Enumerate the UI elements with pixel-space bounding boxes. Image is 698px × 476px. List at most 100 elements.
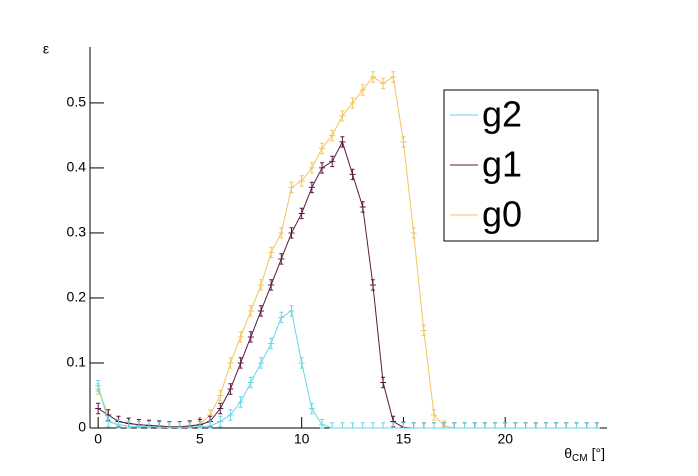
x-label-unit: [°] [592,445,605,461]
error-bar [125,420,132,429]
error-bar [288,181,295,194]
error-bar [410,422,417,429]
error-bar [329,129,336,142]
y-tick-label: 0.5 [67,94,87,110]
error-bar [441,422,448,429]
error-bar [461,422,468,429]
error-bar [288,305,295,317]
error-bar [573,422,580,429]
error-bar [359,201,366,213]
error-bar [268,337,275,350]
error-bar [390,422,397,429]
error-bar [176,421,183,429]
error-bar [349,422,356,429]
x-label-subscript: CM [572,453,588,464]
error-bar [369,71,376,83]
error-bar [146,420,153,429]
error-bar [308,402,315,415]
error-bar [471,422,478,429]
error-bar [349,97,356,109]
error-bar [135,420,142,429]
error-bar [502,422,509,429]
y-tick-label: 0.2 [67,289,87,305]
error-bar [278,227,285,239]
error-bar [430,409,437,421]
y-tick-label: 0.1 [67,354,87,370]
error-bar [532,422,539,429]
error-bar [166,421,173,429]
error-bar [217,415,224,428]
y-tick-label: 0.4 [67,159,87,175]
error-bar [563,422,570,429]
error-bar [115,419,122,429]
x-tick-label: 0 [94,431,102,447]
x-axis-label: θCM [°] [564,445,605,464]
error-bar [593,422,600,429]
x-tick-label: 10 [294,431,310,447]
error-bar [247,305,254,317]
error-bar [542,422,549,429]
error-bar [227,383,234,395]
error-bar [390,415,397,428]
error-bar [207,420,214,429]
error-bar [247,331,254,343]
error-bar [105,409,112,421]
error-bar [227,357,234,369]
legend-label: g1 [482,144,522,185]
error-bar [217,389,224,402]
error-bar [268,279,275,291]
legend-label: g0 [482,194,522,235]
error-bar [95,402,102,415]
x-tick-label: 20 [497,431,513,447]
error-bar [400,422,407,429]
error-bar [380,77,387,90]
error-bar [95,380,102,392]
error-bar [349,168,356,181]
error-bar [512,422,519,429]
error-bar [583,422,590,429]
error-bar [369,422,376,429]
error-bar [522,422,529,429]
error-bar [298,175,305,187]
error-bar [359,84,366,96]
error-bar [217,402,224,415]
error-bar [481,422,488,429]
error-bar [257,357,264,369]
error-bar [237,357,244,369]
error-bar [319,142,326,155]
error-bar [237,331,244,343]
error-bar [410,227,417,239]
error-bar [308,181,315,194]
error-bar [492,422,499,429]
error-bar [105,415,112,428]
error-bar [257,279,264,291]
error-bar [420,324,427,337]
error-bar [390,71,397,83]
error-bar [359,422,366,429]
error-bar [278,253,285,265]
error-bar [196,420,203,429]
error-bar [339,422,346,429]
error-bar [400,136,407,148]
error-bar [329,422,336,429]
x-tick-label: 15 [396,431,412,447]
error-bar [288,227,295,239]
error-bar [380,422,387,429]
error-bar [298,207,305,220]
legend-label: g2 [482,94,522,135]
error-bar [257,305,264,317]
y-tick-label: 0.3 [67,224,87,240]
error-bar [186,421,193,429]
error-bar [308,162,315,174]
error-bar [319,419,326,429]
error-bar [451,422,458,429]
error-bar [278,311,285,324]
error-bar [237,396,244,408]
error-bar [553,422,560,429]
error-bar [380,376,387,389]
error-bar [339,136,346,148]
error-bar [319,162,326,174]
x-label-symbol: θ [564,445,572,461]
error-bar [339,110,346,122]
